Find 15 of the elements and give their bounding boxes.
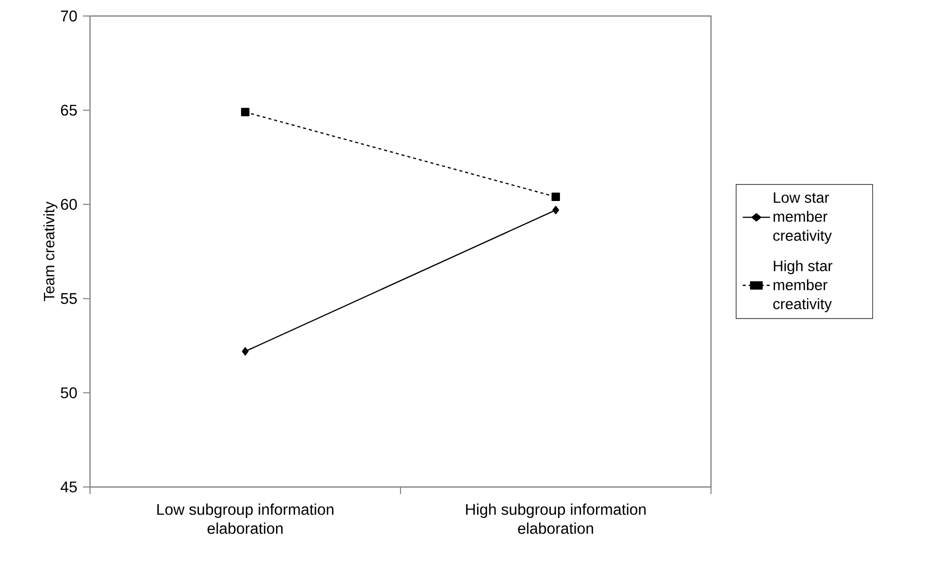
y-tick-label: 50 [60,387,77,398]
point [242,347,249,356]
legend-label: High star member creativity [773,260,832,312]
y-tick-label: 60 [61,198,77,210]
point [552,192,560,202]
y-tick-label: 55 [60,293,77,304]
x-tick-label: Low subgroup information elaboration [157,504,334,534]
x-tick-label: High subgroup information elaboration [466,504,646,534]
y-tick-label: 70 [61,10,77,22]
y-tick-label: 65 [61,104,77,116]
y-tick-label: 45 [60,482,77,492]
legend-label: Low star member creativity [773,192,832,244]
y-axis-title: Team creativity [43,202,58,302]
point [552,206,560,214]
point [241,108,250,116]
